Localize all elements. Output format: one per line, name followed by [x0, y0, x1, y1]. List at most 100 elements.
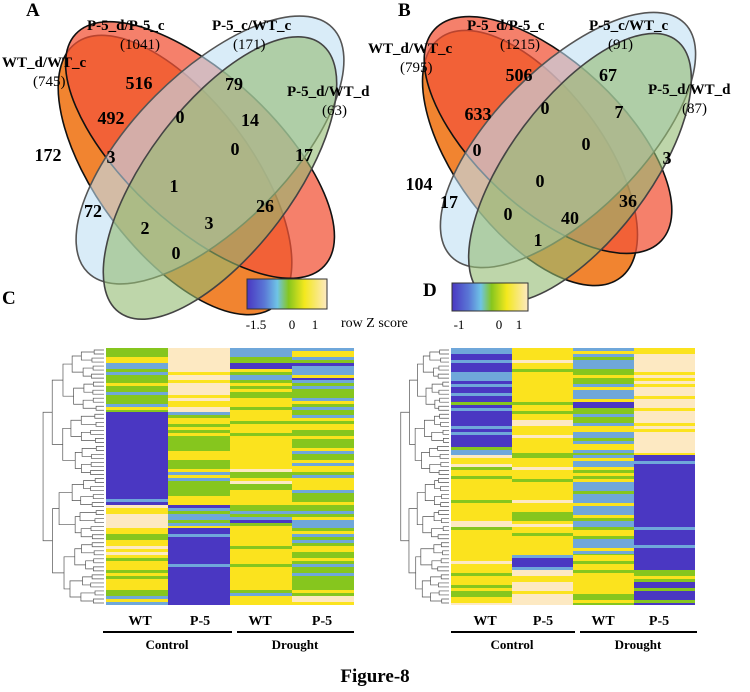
heatmap-cell: [451, 375, 512, 378]
heatmap-cell: [168, 596, 230, 599]
heatmap-cell: [512, 591, 573, 594]
dendrogram-branch: [424, 419, 435, 437]
venn-b-region: 0: [473, 140, 482, 160]
heatmap-cell: [292, 493, 354, 496]
venn-b-region: 0: [504, 204, 513, 224]
heatmap-cell: [106, 588, 168, 590]
heatmap-cell: [634, 548, 695, 551]
heatmap-cell: [168, 558, 230, 561]
heatmap-cell: [106, 407, 168, 410]
heatmap-cell: [168, 439, 230, 442]
heatmap-cell: [230, 436, 292, 439]
heatmap-cell: [106, 590, 168, 593]
heatmap-cell: [634, 354, 695, 357]
heatmap-cell: [634, 426, 695, 429]
heatmap-cell: [634, 351, 695, 354]
heatmap-cell: [230, 354, 292, 357]
heatmap-cell: [168, 415, 230, 418]
heatmap-cell: [634, 567, 695, 570]
heatmap-cell: [106, 546, 168, 549]
heatmap-cell: [106, 363, 168, 366]
heatmap-cell: [106, 520, 168, 523]
dendrogram-branch: [429, 464, 441, 473]
heatmap-cell: [230, 567, 292, 570]
heatmap-cell: [168, 436, 230, 439]
dendrogram-branch: [93, 598, 104, 604]
venn-a-label-p5-d: P-5_d/WT_d: [287, 84, 370, 100]
dendrogram-branch: [430, 592, 442, 602]
dendrogram-branch: [83, 383, 94, 393]
dendrogram-branch: [400, 411, 410, 542]
heatmap-cell: [573, 438, 634, 441]
heatmap-cell: [168, 514, 230, 517]
heatmap-cell: [451, 384, 512, 387]
heatmap-cell: [106, 493, 168, 496]
dendrogram-branch: [82, 367, 94, 377]
venn-a-count-p5-c: (171): [233, 37, 266, 53]
heatmap-cell: [451, 479, 512, 482]
heatmap-cell: [168, 511, 230, 514]
heatmap-cell: [230, 427, 292, 430]
heatmap-cell: [573, 527, 634, 530]
heatmap-cell: [292, 502, 354, 505]
heatmap-cell: [451, 420, 512, 423]
heatmap-cell: [573, 542, 634, 545]
heatmap-cell: [512, 476, 573, 479]
heatmap-cell: [230, 469, 292, 472]
heatmap-cell: [168, 543, 230, 546]
heatmap-cell: [168, 567, 230, 570]
heatmap-cell: [573, 503, 634, 506]
heatmap-cell: [106, 537, 168, 540]
venn-b-region: 7: [615, 102, 624, 122]
dendrogram-branch: [443, 438, 449, 443]
venn-b-region: 67: [599, 65, 617, 85]
heatmap-cell: [451, 455, 512, 458]
dendrogram-branch: [440, 462, 449, 467]
heatmap-cell: [573, 591, 634, 594]
dendrogram-branch: [438, 590, 449, 596]
panel-letter-b: B: [398, 0, 411, 21]
venn-a-region: 516: [126, 73, 153, 93]
heatmap-cell: [106, 576, 168, 579]
heatmap-cell: [168, 590, 230, 593]
heatmap-cell: [573, 554, 634, 555]
heatmap-cell: [573, 485, 634, 488]
dendrogram-branch: [90, 429, 104, 435]
heatmap-cell: [451, 488, 512, 491]
heatmap-cell: [230, 505, 292, 508]
panel-letter-d: D: [423, 280, 437, 301]
heatmap-cell: [168, 487, 230, 490]
heatmap-cell: [292, 421, 354, 424]
heatmap-cell: [292, 528, 354, 531]
venn-a-label-p5-dc: P-5_d/P-5_c: [87, 18, 165, 34]
heatmap-cell: [573, 539, 634, 542]
heatmap-cell: [634, 527, 695, 530]
heatmap-cell: [512, 506, 573, 509]
dendrogram-branch: [437, 566, 449, 572]
heatmap-cell: [106, 523, 168, 526]
dendrogram-branch: [414, 427, 425, 461]
heatmap-cell: [168, 502, 230, 505]
heatmap-cell: [573, 585, 634, 588]
heatmap-cell: [634, 536, 695, 539]
heatmap-cell: [451, 500, 512, 503]
heatmap-cell: [106, 418, 168, 421]
heatmap-cell: [451, 476, 512, 479]
heatmap-cell: [451, 378, 512, 381]
heatmap-cell: [106, 531, 168, 534]
heatmap-cell: [230, 564, 292, 567]
heatmap-cell: [230, 531, 292, 534]
heatmap-cell: [512, 351, 573, 354]
venn-a-region: 0: [172, 243, 181, 263]
heatmap-cell: [230, 520, 292, 523]
venn-b-regions: 104 506 67 3 633 0 7 0 0 17 0 36 0 40 1: [406, 65, 672, 250]
col-label: WT: [248, 614, 272, 629]
heatmap-cell: [512, 378, 573, 381]
heatmap-cell: [292, 457, 354, 460]
heatmap-cell: [230, 517, 292, 520]
heatmap-cell: [230, 415, 292, 418]
dendrogram-branch: [85, 560, 94, 570]
venn-b-region: 0: [541, 98, 550, 118]
heatmap-cell: [168, 469, 230, 472]
heatmap-cell: [634, 491, 695, 494]
